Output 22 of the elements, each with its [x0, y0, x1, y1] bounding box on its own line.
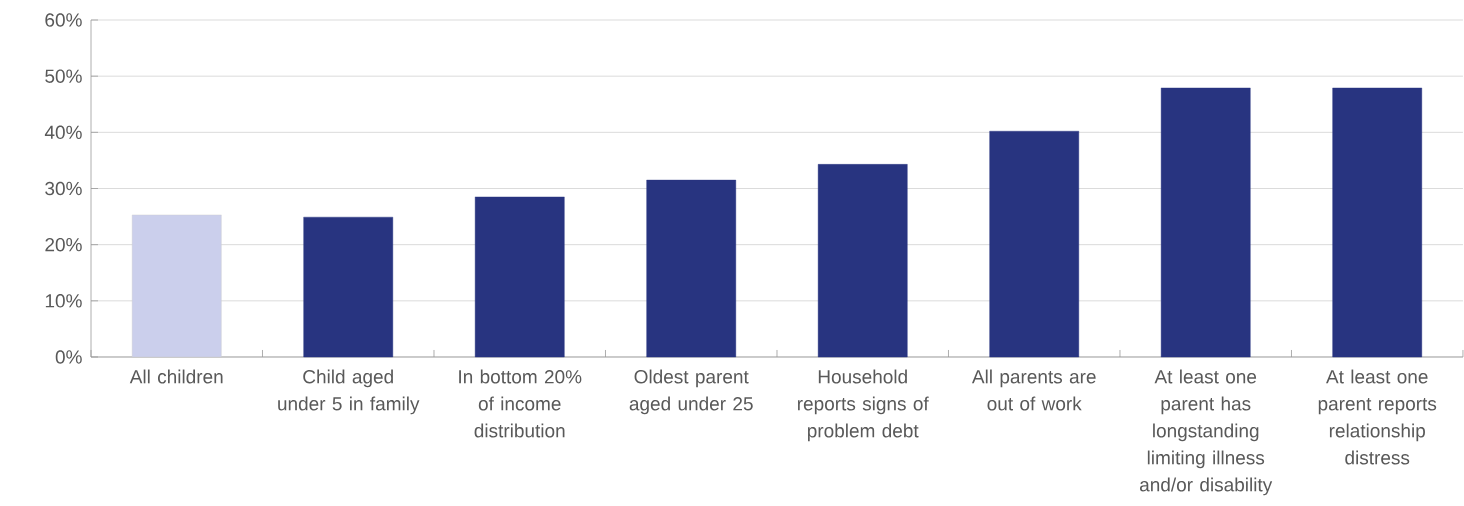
bar — [989, 131, 1080, 358]
x-tick-label: Child aged under 5 in family — [278, 369, 420, 415]
bar — [303, 216, 394, 358]
y-tick-label: 60% — [45, 13, 82, 27]
x-tick-label: At least one parent has longstanding limiting illness and/or disability — [1139, 369, 1273, 496]
y-tick-label: 30% — [45, 181, 82, 196]
bar — [1160, 87, 1251, 358]
bar — [817, 164, 908, 358]
bar — [646, 179, 737, 358]
y-tick-label: 20% — [45, 237, 82, 252]
y-tick-label: 50% — [45, 69, 82, 83]
x-tick-label: All children — [129, 369, 223, 384]
y-tick-label: 40% — [44, 125, 82, 140]
y-tick-label: 10% — [45, 294, 82, 308]
bar — [474, 196, 565, 358]
y-tick-label: 0% — [55, 350, 82, 364]
x-tick-label: Household reports signs of problem debt — [797, 369, 929, 442]
bar — [1332, 87, 1423, 358]
x-tick-label: At least one parent reports relationship distress — [1318, 369, 1437, 465]
x-tick-label: In bottom 20% of income distribution — [459, 369, 582, 438]
x-tick-label: All parents are out of work — [971, 369, 1096, 411]
x-tick-label: Oldest parent aged under 25 — [629, 369, 753, 415]
